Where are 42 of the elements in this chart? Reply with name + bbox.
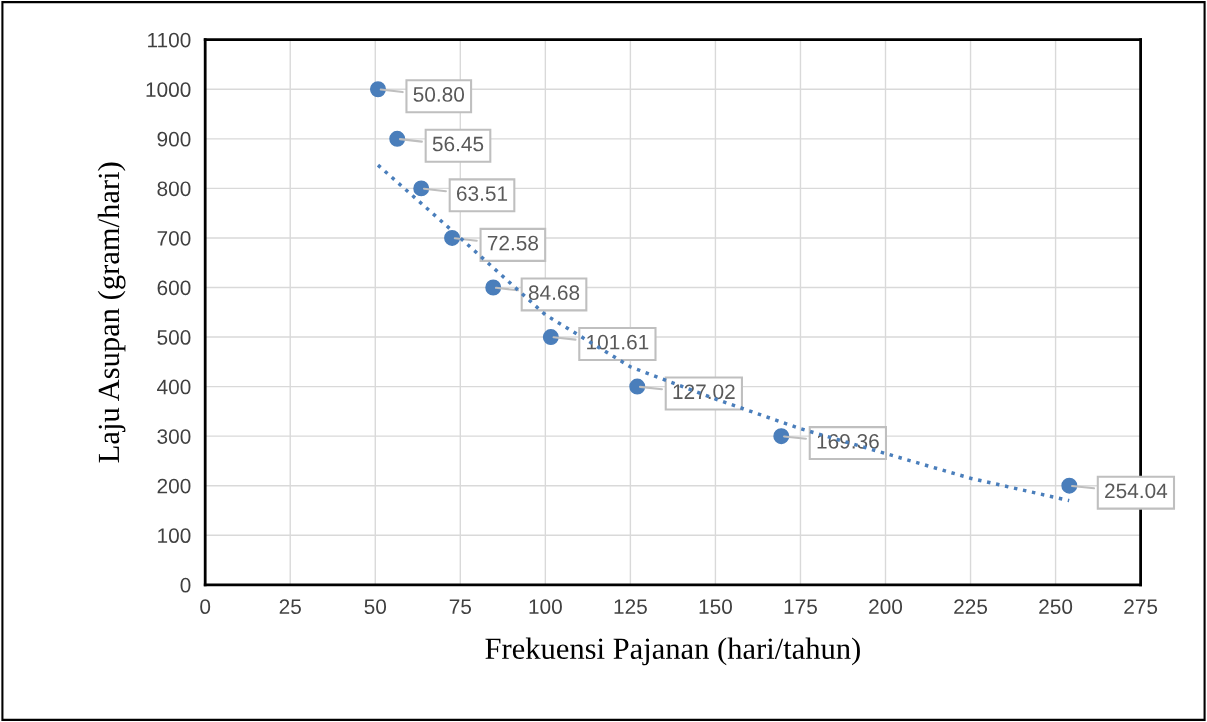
point — [542, 329, 559, 346]
x-tick-label: 175 — [784, 599, 817, 615]
point — [485, 279, 502, 296]
y-tick-label: 100 — [158, 528, 191, 544]
line-series — [376, 163, 1071, 503]
annotation: 63.51 — [457, 186, 508, 201]
annotation: 56.45 — [432, 136, 484, 152]
y-tick-label: 500 — [157, 330, 191, 345]
x-tick-label: 150 — [699, 599, 732, 615]
x-tick-label: 100 — [529, 599, 562, 615]
x-tick-label: 25 — [279, 599, 301, 615]
x-tick-label: 275 — [1124, 599, 1158, 615]
x-tick-label: 0 — [200, 599, 211, 615]
point — [370, 81, 386, 98]
y-tick-label: 200 — [157, 478, 191, 494]
y-tick-label: 1100 — [148, 32, 191, 48]
x-tick-label: 75 — [449, 599, 472, 615]
annotation: 101.61 — [587, 334, 649, 350]
point — [413, 180, 430, 197]
y-tick-label: 900 — [157, 131, 191, 147]
x-axis-title: Frekuensi Pajanan (hari/tahun) — [485, 637, 860, 666]
y-tick-label: 0 — [180, 577, 191, 593]
x-tick-label: 125 — [614, 599, 647, 615]
y-tick-label: 300 — [157, 429, 191, 444]
x-tick-label: 50 — [364, 599, 387, 615]
x-tick-label: 225 — [954, 599, 988, 615]
x-tick-label: 200 — [869, 599, 903, 615]
y-tick-label: 1000 — [146, 82, 191, 98]
point — [629, 378, 646, 395]
y-tick-label: 700 — [157, 230, 191, 246]
x-tick-label: 250 — [1039, 599, 1073, 615]
point — [389, 130, 406, 147]
point — [773, 428, 790, 445]
annotation: 50.80 — [413, 87, 465, 102]
annotation: 72.58 — [487, 235, 539, 251]
y-tick-label: 600 — [157, 280, 191, 296]
annotation: 84.68 — [528, 285, 580, 301]
y-tick-label: 800 — [157, 181, 191, 197]
y-tick-label: 400 — [157, 379, 191, 395]
annotation: 254.04 — [1105, 483, 1168, 499]
point — [1061, 477, 1078, 494]
y-axis-title: Laju Asupan (gram/hari) — [97, 162, 126, 463]
